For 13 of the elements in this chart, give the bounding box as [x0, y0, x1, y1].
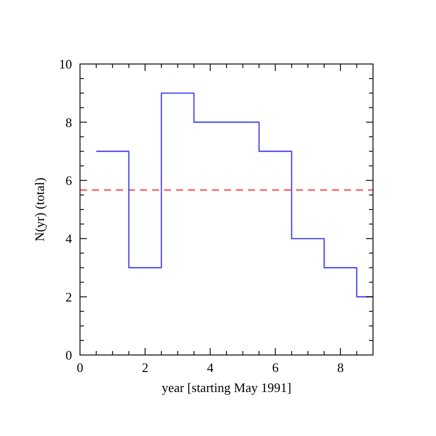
y-tick-label: 2 — [66, 289, 72, 304]
y-tick-label: 10 — [59, 56, 72, 72]
x-axis-title: year [starting May 1991] — [162, 380, 292, 395]
x-tick-label: 4 — [206, 360, 214, 375]
x-tick-label: 6 — [272, 360, 280, 375]
y-tick-label: 4 — [66, 231, 72, 246]
y-tick-label: 8 — [66, 114, 72, 130]
x-tick-label: 8 — [337, 360, 344, 375]
x-tick-label: 2 — [142, 360, 148, 375]
x-tick-label: 0 — [76, 360, 84, 375]
y-tick-label: 0 — [66, 348, 72, 363]
y-axis-title: N(yr) (total) — [32, 178, 47, 242]
y-tick-label: 6 — [66, 172, 72, 188]
